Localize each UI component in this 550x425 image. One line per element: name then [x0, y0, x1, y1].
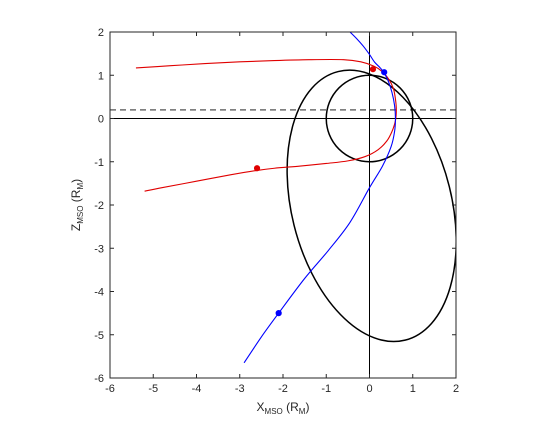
y-axis-label: ZMSO (RM) [69, 179, 85, 231]
x-axis-label-main: X [257, 400, 265, 414]
x-tick-label: -4 [192, 383, 202, 395]
x-tick-label: 0 [366, 383, 372, 395]
planet-circle [325, 74, 414, 163]
y-axis-label-unit-close: ) [69, 179, 83, 183]
blue-marker-point [381, 69, 388, 76]
y-tick-labels: -6 -5 -4 -3 -2 -1 0 1 2 [94, 27, 104, 385]
x-axis-label-unit-subscript: M [299, 407, 306, 416]
x-tick-label: -6 [105, 383, 115, 395]
blue-marker-point [275, 310, 282, 317]
x-tick-label: -1 [321, 383, 331, 395]
y-tick-label: 1 [98, 70, 104, 82]
y-tick-label: 0 [98, 114, 104, 126]
y-tick-label: -6 [94, 373, 104, 385]
x-axis-label-unit-close: ) [305, 400, 309, 414]
x-tick-label: -5 [148, 383, 158, 395]
red-trajectory-line [135, 58, 397, 192]
blue-trajectory-line [243, 32, 397, 364]
y-tick-label: -2 [94, 200, 104, 212]
x-tick-label: -2 [278, 383, 288, 395]
x-tick-labels: -6 -5 -4 -3 -2 -1 0 1 2 [105, 383, 459, 395]
x-axis-label: XMSO (RM) [257, 400, 310, 416]
x-tick-label: 1 [410, 383, 416, 395]
y-axis-label-unit-open: (R [69, 189, 83, 205]
y-tick-label: -1 [94, 157, 104, 169]
y-axis-label-unit-subscript: M [76, 183, 85, 190]
x-axis-label-subscript: MSO [265, 407, 283, 416]
y-tick-label: -5 [94, 330, 104, 342]
orbit-ellipse [286, 69, 456, 343]
plot-content [110, 32, 456, 378]
y-tick-label: -4 [94, 287, 104, 299]
x-tick-label: -3 [235, 383, 245, 395]
x-axis-label-unit-open: (R [283, 400, 299, 414]
y-tick-label: 2 [98, 27, 104, 39]
axes-box [109, 31, 457, 379]
red-marker-point [253, 165, 261, 172]
y-axis-label-main: Z [69, 224, 83, 231]
red-marker-point [369, 66, 377, 73]
y-tick-label: -3 [94, 243, 104, 255]
x-tick-label: 2 [453, 383, 459, 395]
y-axis-label-subscript: MSO [76, 206, 85, 224]
axes-frame [109, 31, 457, 379]
